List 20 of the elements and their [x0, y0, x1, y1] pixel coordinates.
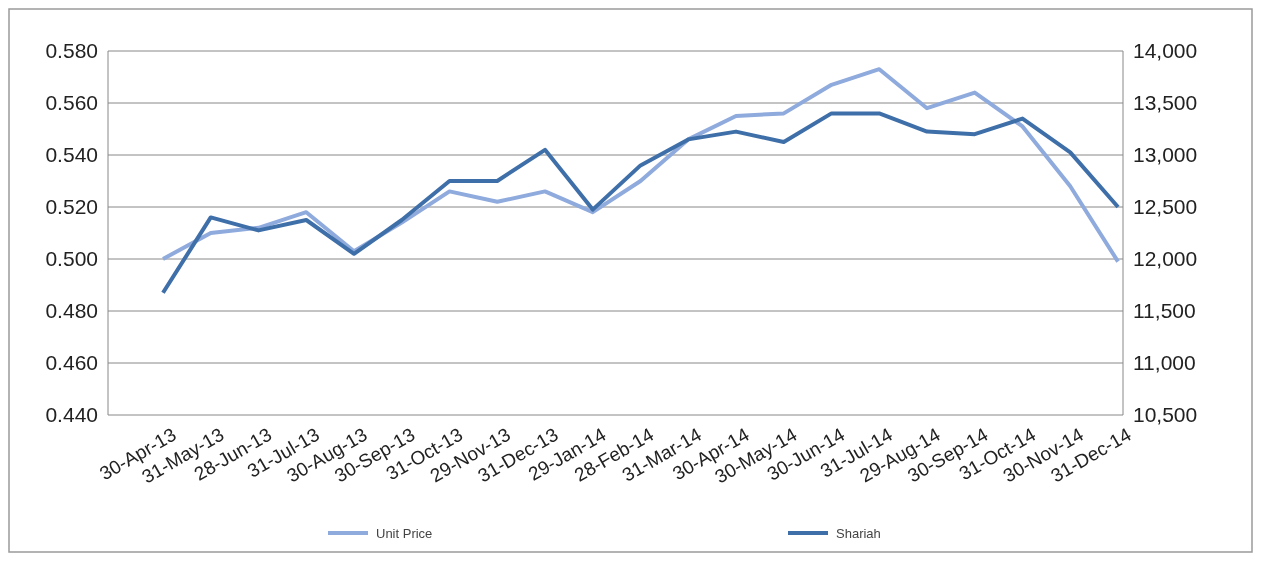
y-tick-label: 0.580 [45, 39, 98, 63]
y2-tick-label: 13,500 [1133, 91, 1198, 115]
line-series [161, 111, 1120, 295]
y-tick-label: 0.440 [45, 403, 98, 427]
y2-tick-label: 12,000 [1133, 247, 1198, 271]
y2-tick-label: 11,000 [1133, 351, 1196, 375]
y-tick-label: 0.560 [45, 91, 98, 115]
y-tick-label: 0.480 [45, 299, 98, 323]
y-tick-label: 0.540 [45, 143, 98, 167]
y2-tick-label: 14,000 [1133, 39, 1198, 63]
y2-tick-label: 11,500 [1133, 299, 1196, 323]
line-series [161, 67, 1120, 264]
y-tick-label: 0.460 [45, 351, 98, 375]
y2-tick-label: 10,500 [1133, 403, 1198, 427]
legend-label: Unit Price [376, 525, 433, 541]
legend-label: Shariah [836, 525, 881, 541]
y-tick-label: 0.500 [45, 247, 98, 271]
y2-tick-label: 12,500 [1133, 195, 1198, 219]
y2-tick-label: 13,000 [1133, 143, 1198, 167]
y-tick-label: 0.520 [45, 195, 98, 219]
